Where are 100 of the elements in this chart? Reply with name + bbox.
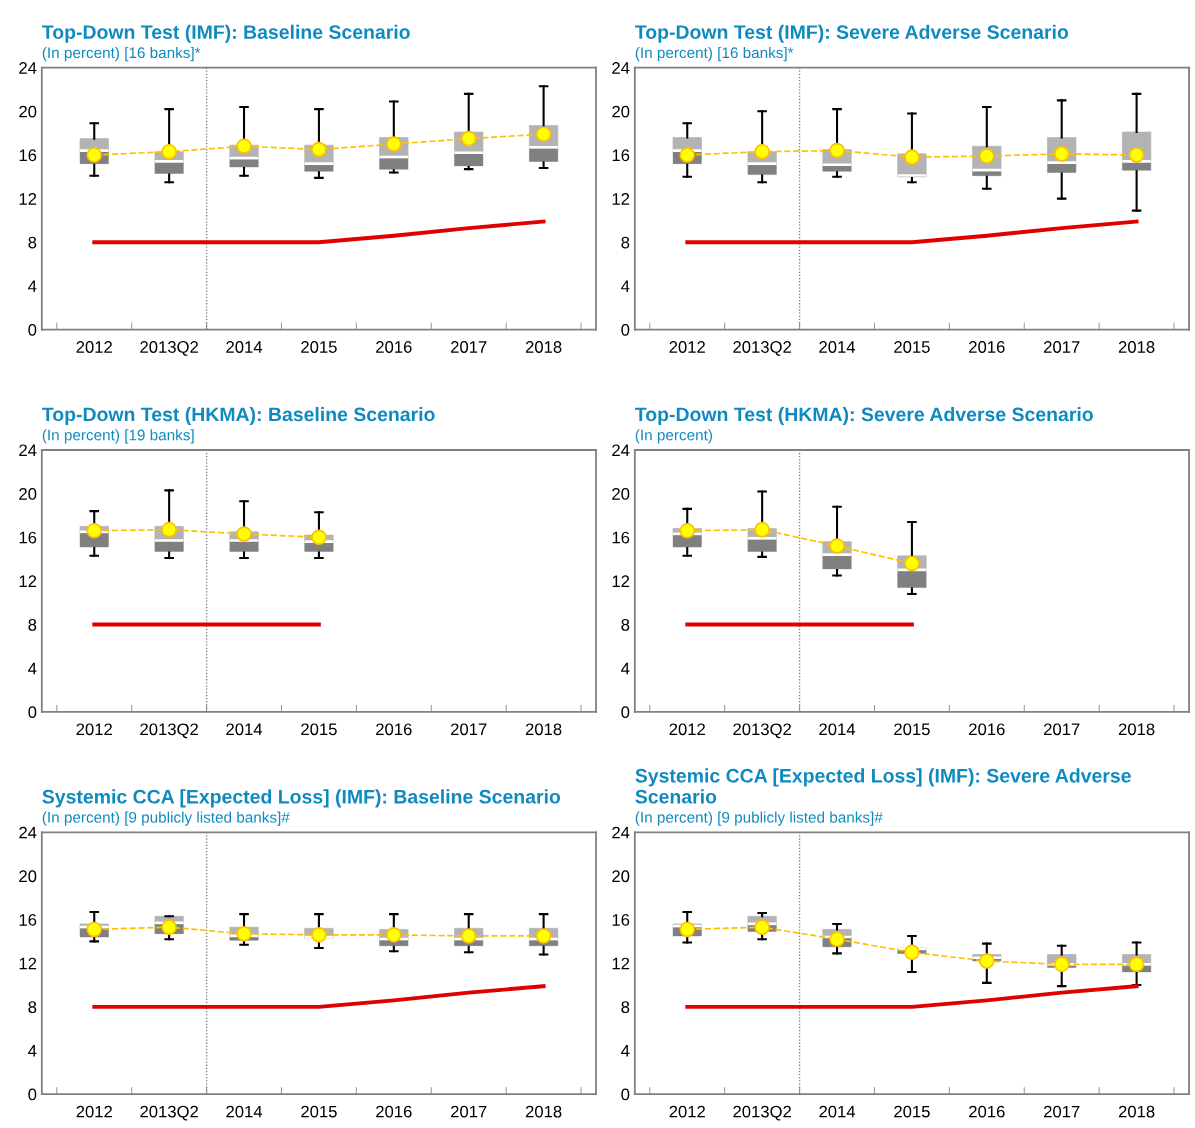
chart-subtitle: (In percent) [16 banks]*: [635, 46, 794, 62]
y-tick-label: 4: [28, 662, 37, 675]
x-tick-label: 2014: [819, 341, 856, 353]
y-tick-label: 4: [621, 1045, 630, 1057]
point: [386, 136, 402, 152]
y-tick-label: 24: [612, 62, 630, 74]
y-tick-label: 8: [621, 1001, 630, 1014]
x-tick-label: 2017: [1044, 723, 1080, 736]
y-tick-label: 0: [28, 1088, 37, 1101]
point: [829, 142, 845, 159]
chart-title: Top-Down Test (IMF): Baseline Scenario: [42, 24, 410, 43]
x-tick-label: 2017: [451, 1105, 487, 1118]
x-tick-label: 2014: [226, 1105, 263, 1118]
y-tick-label: 24: [19, 826, 37, 839]
y-tick-label: 8: [621, 618, 630, 631]
x-tick-label: 2012: [76, 341, 112, 353]
y-tick-label: 24: [612, 444, 630, 457]
point: [829, 538, 845, 554]
y-tick-label: 4: [621, 280, 630, 292]
point: [904, 944, 920, 961]
y-tick-label: 8: [28, 236, 37, 249]
x-tick-label: 2016: [969, 1105, 1005, 1118]
y-tick-label: 20: [612, 488, 630, 500]
y-tick-label: 16: [19, 913, 37, 926]
point: [236, 138, 252, 155]
x-tick-label: 2013Q2: [733, 341, 791, 356]
x-tick-label: 2018: [1118, 1105, 1155, 1118]
x-tick-label: 2012: [76, 1105, 112, 1118]
x-tick-label: 2013Q2: [733, 723, 791, 739]
y-tick-label: 0: [621, 323, 630, 336]
x-tick-label: 2018: [525, 723, 562, 736]
y-tick-label: 12: [19, 193, 37, 205]
line-series: [92, 219, 546, 245]
chart-title: Systemic CCA [Expected Loss] (IMF): Severe Adverse Scenario: [635, 768, 1131, 804]
point: [535, 126, 552, 143]
chart-subtitle: (In percent) [9 publicly listed banks]#: [635, 811, 883, 826]
y-tick-label: 0: [28, 706, 37, 719]
y-tick-label: 24: [19, 444, 37, 457]
x-tick-label: 2013Q2: [140, 1105, 198, 1121]
point: [86, 921, 103, 938]
x-tick-label: 2014: [226, 723, 263, 736]
y-tick-label: 16: [19, 149, 37, 162]
y-tick-label: 16: [612, 913, 630, 926]
y-tick-label: 20: [19, 488, 37, 500]
x-tick-label: 2017: [451, 723, 487, 736]
point: [311, 927, 327, 943]
point: [161, 143, 177, 160]
chart-subtitle: (In percent) [16 banks]*: [42, 46, 201, 62]
x-tick-label: 2016: [969, 723, 1005, 736]
x-tick-label: 2014: [819, 1105, 856, 1118]
y-tick-label: 4: [28, 1045, 37, 1057]
y-tick-label: 12: [612, 957, 630, 970]
x-tick-label: 2016: [969, 341, 1005, 353]
point: [754, 919, 770, 936]
chart-title: Systemic CCA [Expected Loss] (IMF): Baseline Scenario: [42, 789, 561, 808]
x-tick-label: 2017: [451, 341, 487, 353]
y-tick-label: 8: [621, 236, 630, 249]
x-tick-label: 2018: [525, 341, 562, 353]
chart-subtitle: (In percent) [9 publicly listed banks]#: [42, 811, 290, 826]
x-tick-label: 2016: [376, 1105, 412, 1118]
x-tick-label: 2017: [1044, 1105, 1080, 1118]
x-tick-label: 2016: [376, 341, 412, 353]
y-tick-label: 8: [28, 1001, 37, 1014]
x-tick-label: 2014: [226, 341, 263, 353]
chart-title: Top-Down Test (HKMA): Baseline Scenario: [42, 406, 435, 426]
y-tick-label: 16: [612, 531, 630, 544]
x-tick-label: 2013Q2: [140, 341, 198, 356]
x-tick-label: 2016: [376, 723, 412, 736]
point: [754, 521, 770, 538]
x-tick-label: 2017: [1044, 341, 1080, 353]
x-tick-label: 2018: [525, 1105, 562, 1118]
y-tick-label: 0: [621, 1088, 630, 1101]
x-tick-label: 2012: [76, 723, 112, 736]
y-tick-label: 4: [28, 280, 37, 292]
y-tick-label: 24: [612, 826, 630, 839]
y-tick-label: 20: [612, 870, 630, 883]
point: [460, 130, 477, 147]
x-tick-label: 2012: [669, 723, 705, 736]
point: [1053, 956, 1070, 973]
y-tick-label: 12: [612, 575, 630, 587]
line-series: [685, 984, 1139, 1009]
y-tick-label: 8: [28, 618, 37, 631]
x-tick-label: 2013Q2: [140, 723, 198, 739]
y-tick-label: 12: [612, 193, 630, 205]
x-tick-label: 2015: [301, 723, 337, 736]
x-tick-label: 2013Q2: [733, 1105, 791, 1121]
x-tick-label: 2012: [669, 341, 705, 353]
y-tick-label: 12: [19, 575, 37, 587]
chart-title: Top-Down Test (IMF): Severe Adverse Scenario: [635, 24, 1069, 43]
chart-title: Top-Down Test (HKMA): Severe Adverse Scenario: [635, 406, 1093, 426]
y-tick-label: 16: [19, 531, 37, 544]
x-tick-label: 2015: [301, 1105, 337, 1118]
point: [236, 925, 252, 942]
x-tick-label: 2018: [1118, 723, 1155, 736]
y-tick-label: 20: [19, 105, 37, 118]
y-tick-label: 4: [621, 662, 630, 675]
x-tick-label: 2018: [1118, 341, 1155, 353]
point: [904, 149, 920, 165]
y-tick-label: 0: [28, 323, 37, 336]
x-tick-label: 2012: [669, 1105, 705, 1118]
